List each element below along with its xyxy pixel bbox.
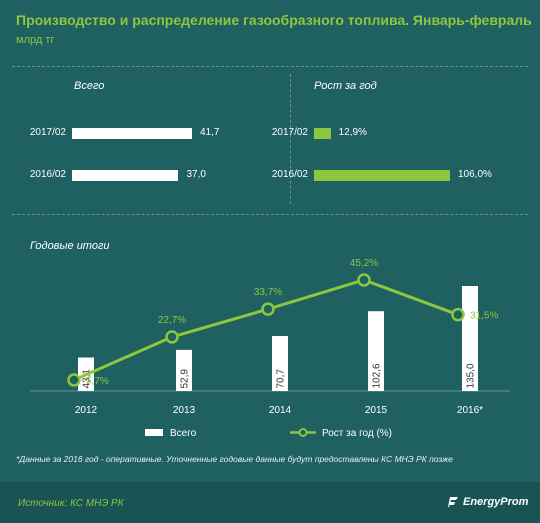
annual-bar-value-label: 43,1 [82, 369, 93, 389]
panel-divider [290, 74, 291, 204]
annual-panel-label: Годовые итоги [30, 240, 110, 252]
growth-point [451, 307, 465, 322]
growth-value-label: 22,7% [158, 315, 186, 326]
growth-bar [314, 128, 331, 139]
growth-point [165, 330, 179, 344]
annual-chart: 43,1 2012 52,9 2013 70,7 2014 102,6 2015 135,0 20… [30, 258, 510, 439]
growth-category-label: 2017/02 [271, 127, 308, 138]
top-divider [12, 66, 528, 67]
annual-bar [176, 349, 192, 391]
legend-line-label: Рост за год (%) [322, 428, 392, 439]
chart-title: Производство и распределение газообразно… [16, 12, 532, 28]
growth-point [357, 273, 371, 287]
annual-bar-value-label: 70,7 [276, 369, 287, 389]
x-tick-label: 2014 [269, 405, 292, 416]
total-bar [72, 170, 179, 181]
annual-bar-value-label: 52,9 [180, 369, 191, 389]
panel-total-label: Всего [74, 80, 105, 92]
middle-divider [12, 214, 528, 215]
annual-bar-value-label: 102,6 [372, 363, 383, 388]
growth-category-label: 2016/02 [271, 169, 308, 180]
growth-bar [314, 170, 450, 181]
annual-bar [462, 286, 478, 391]
growth-point [67, 373, 81, 387]
source-text: Источник: КС МНЭ РК [18, 498, 124, 509]
growth-point [261, 302, 275, 316]
brand-name: EnergyProm [463, 496, 529, 508]
annual-bar [272, 336, 288, 391]
x-tick-label: 2013 [173, 405, 196, 416]
growth-value-label: 45,2% [350, 258, 378, 269]
legend-bar-swatch [145, 429, 163, 436]
legend-bar-label: Всего [170, 428, 197, 439]
growth-value-label: 33,7% [254, 287, 282, 298]
energyprom-logo-icon [448, 497, 458, 507]
growth-value-label: 12,9% [338, 127, 367, 138]
panel-growth-label: Рост за год [314, 80, 377, 92]
annual-bar [368, 311, 384, 391]
growth-value-label: 5,7% [86, 376, 109, 387]
x-tick-label: 2016* [457, 405, 483, 416]
footnote: *Данные за 2016 год - оперативные. Уточн… [16, 454, 453, 464]
growth-value-label: 31,5% [470, 311, 498, 322]
legend-line-marker [298, 428, 308, 437]
x-tick-label: 2012 [75, 405, 98, 416]
growth-value-label: 106,0% [458, 169, 492, 180]
total-value-label: 37,0 [186, 169, 206, 180]
x-tick-label: 2015 [365, 405, 388, 416]
chart-subtitle: млрд тг [16, 34, 55, 46]
brand-logo: EnergyProm [448, 496, 528, 508]
annual-bar-value-label: 135,0 [466, 363, 477, 388]
total-category-label: 2016/02 [29, 169, 66, 180]
total-category-label: 2017/02 [29, 127, 66, 138]
total-value-label: 41,7 [200, 127, 220, 138]
total-bar [72, 128, 192, 139]
